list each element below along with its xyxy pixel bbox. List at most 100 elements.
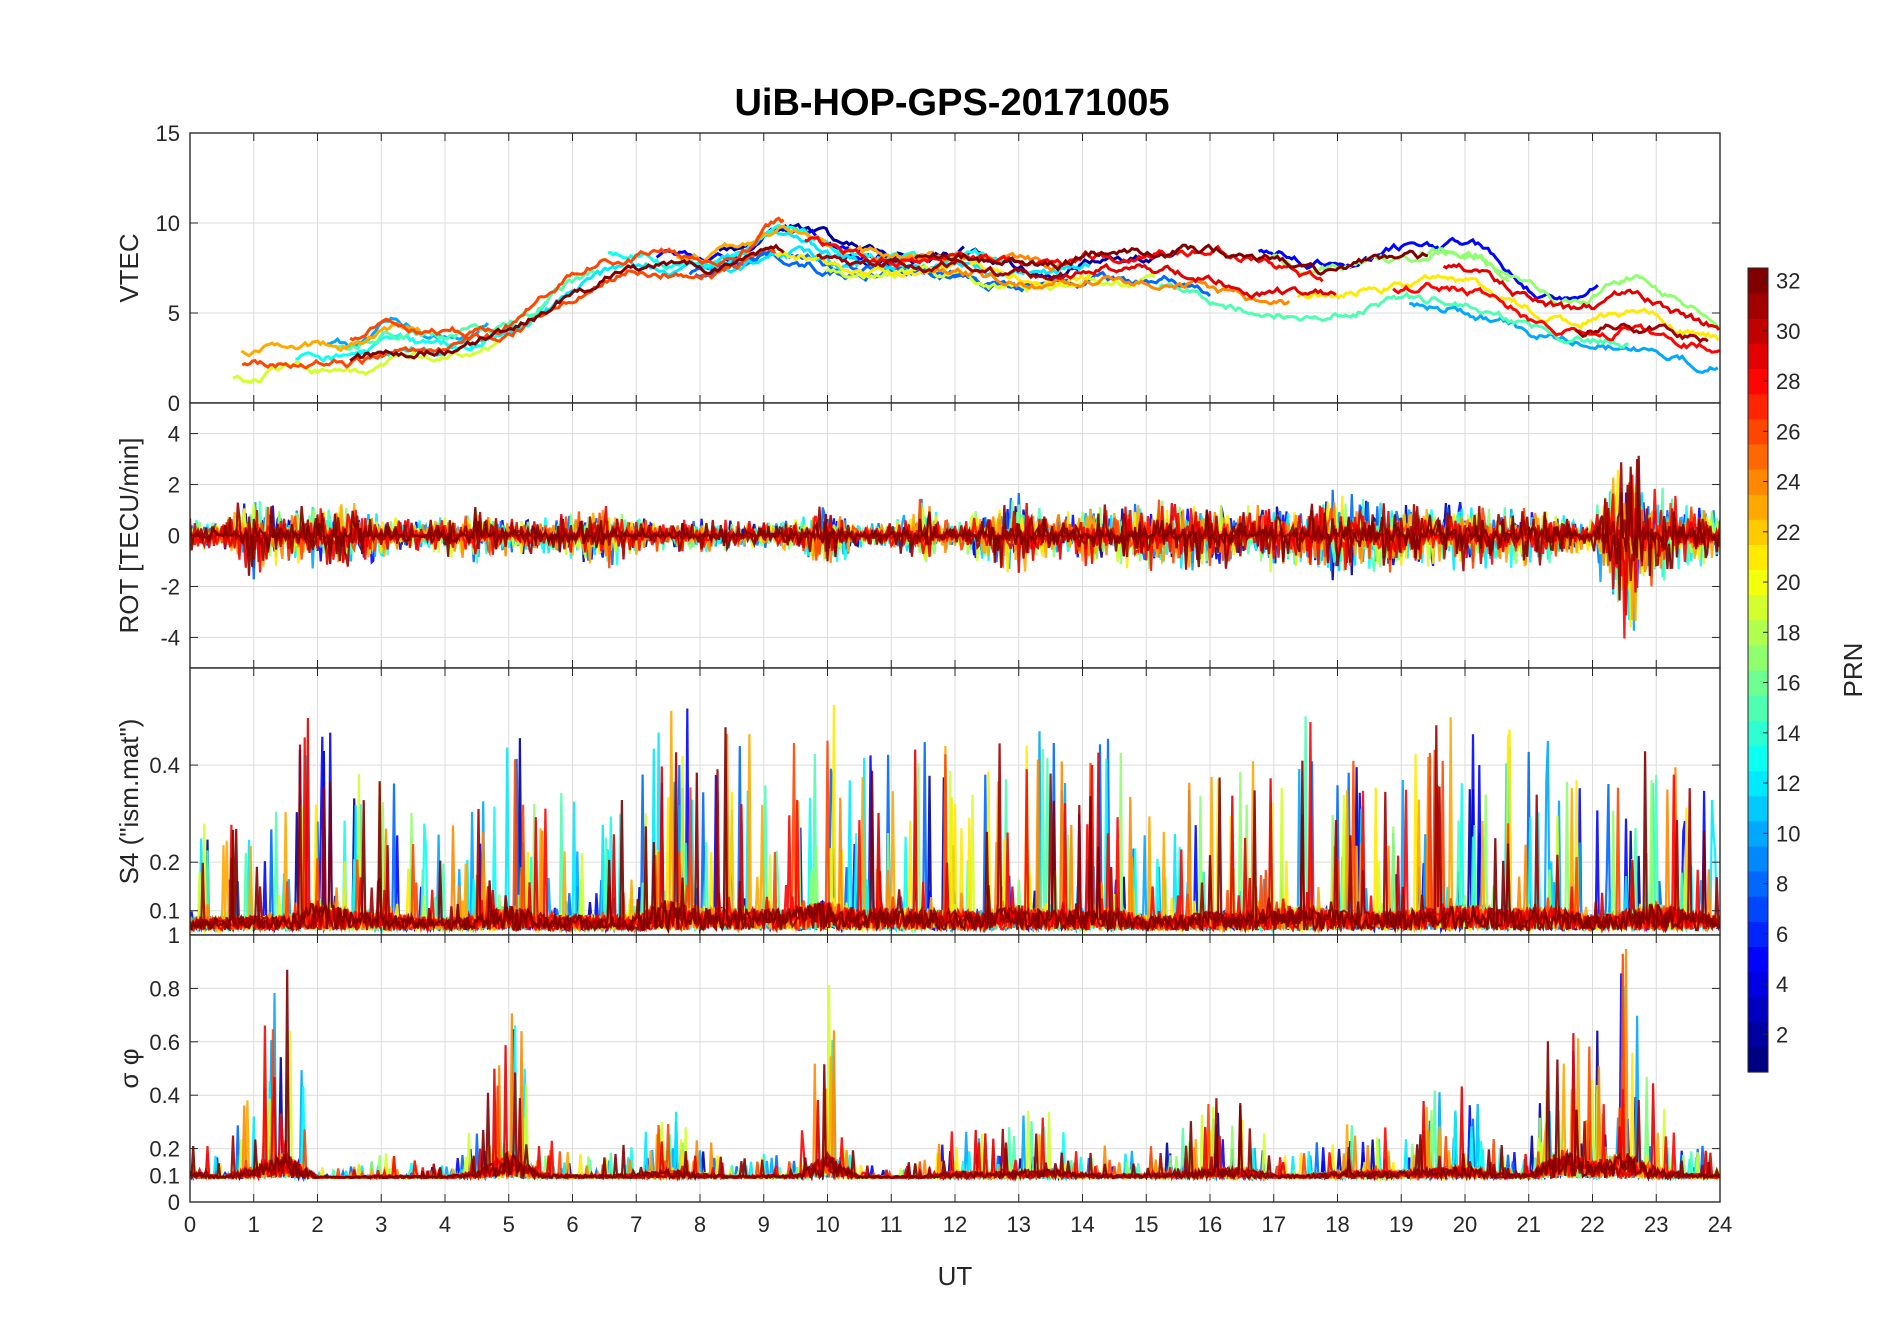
series-group: [190, 455, 1720, 639]
series-line-prn-32: [349, 243, 785, 362]
colorbar-swatch-16: [1748, 670, 1768, 696]
y-tick-label: 0.1: [149, 1163, 180, 1188]
x-tick-label: 12: [943, 1212, 967, 1237]
colorbar-tick-label: 20: [1776, 570, 1800, 595]
x-tick-label: 3: [375, 1212, 387, 1237]
series-line-prn-29: [1442, 262, 1720, 331]
colorbar-swatch-32: [1748, 268, 1768, 294]
series-line-prn-32: [190, 727, 1720, 935]
colorbar-swatch-18: [1748, 619, 1768, 646]
x-tick-label: 0: [184, 1212, 196, 1237]
y-tick-label: -2: [160, 574, 180, 599]
series-group: [190, 948, 1720, 1183]
x-tick-label: 21: [1517, 1212, 1541, 1237]
series-line-prn-19: [232, 338, 502, 385]
colorbar-swatch-15: [1748, 695, 1768, 721]
colorbar-swatch-10: [1748, 820, 1768, 847]
y-tick-label: 0.2: [149, 850, 180, 875]
colorbar-swatch-6: [1748, 921, 1768, 947]
colorbar-tick-label: 26: [1776, 419, 1800, 444]
colorbar-swatch-5: [1748, 946, 1768, 973]
colorbar-tick-label: 10: [1776, 821, 1800, 846]
series-line-prn-10: [1409, 302, 1719, 375]
series-line-prn-32: [190, 455, 1720, 601]
colorbar-swatch-3: [1748, 996, 1768, 1023]
y-tick-label: 0: [168, 391, 180, 416]
series-line-prn-32: [914, 243, 1429, 276]
y-axis-label: σ φ: [114, 1048, 144, 1088]
colorbar-tick-label: 30: [1776, 319, 1800, 344]
colorbar-tick-label: 14: [1776, 721, 1800, 746]
colorbar-swatch-25: [1748, 443, 1768, 470]
y-axis-label: S4 ("ism.mat"): [114, 719, 144, 885]
sigma-phi-panel: 00.10.2 0.4 0.6 0.8 1 σ φ: [114, 923, 1721, 1215]
y-tick-label: 10: [156, 211, 180, 236]
series-line-prn-23: [240, 321, 421, 358]
x-tick-label: 5: [503, 1212, 515, 1237]
colorbar-swatch-20: [1748, 569, 1768, 596]
colorbar-tick-label: 24: [1776, 470, 1800, 495]
colorbar-swatch-7: [1748, 896, 1768, 922]
series-line-prn-32: [190, 969, 1720, 1183]
y-tick-label: 5: [168, 301, 180, 326]
y-tick-label: 0: [168, 1190, 180, 1215]
x-tick-label: 16: [1198, 1212, 1222, 1237]
x-tick-label: 6: [566, 1212, 578, 1237]
colorbar-swatch-31: [1748, 293, 1768, 319]
x-tick-label: 23: [1644, 1212, 1668, 1237]
colorbar-swatch-29: [1748, 343, 1768, 370]
colorbar-swatch-4: [1748, 971, 1768, 998]
x-tick-label: 14: [1070, 1212, 1094, 1237]
colorbar-tick-label: 12: [1776, 771, 1800, 796]
colorbar-swatch-23: [1748, 494, 1768, 520]
series-line-prn-24: [931, 266, 1291, 306]
x-tick-label: 2: [311, 1212, 323, 1237]
y-tick-label: 0.4: [149, 753, 180, 778]
x-tick-label: 1: [248, 1212, 260, 1237]
chart-title: UiB-HOP-GPS-20171005: [734, 82, 1169, 124]
colorbar-swatch-11: [1748, 795, 1768, 822]
y-tick-label: 4: [168, 422, 180, 447]
y-tick-label: 15: [156, 121, 180, 146]
s4-panel: 0.1 0.2 0.4S4 ("ism.mat"): [114, 667, 1721, 936]
colorbar-swatch-30: [1748, 318, 1768, 344]
x-tick-label: 8: [694, 1212, 706, 1237]
x-tick-label: 7: [630, 1212, 642, 1237]
y-tick-label: 0.6: [149, 1030, 180, 1055]
series-line-prn-31: [816, 253, 1063, 282]
colorbar-tick-label: 18: [1776, 620, 1800, 645]
rot-panel: -4 -2 0 2 4 ROT [TECU/min]: [114, 402, 1721, 669]
series-line-prn-15: [1158, 281, 1629, 349]
series-line-prn-8: [688, 249, 1212, 298]
x-tick-label: 13: [1007, 1212, 1031, 1237]
colorbar-swatch-22: [1748, 519, 1768, 545]
colorbar-tick-label: 28: [1776, 369, 1800, 394]
colorbar-swatch-27: [1748, 393, 1768, 420]
x-tick-label: 9: [758, 1212, 770, 1237]
x-tick-label: 18: [1325, 1212, 1349, 1237]
x-tick-label: 22: [1580, 1212, 1604, 1237]
x-tick-label: 4: [439, 1212, 451, 1237]
x-tick-label: 24: [1708, 1212, 1732, 1237]
colorbar-swatch-8: [1748, 871, 1768, 897]
x-tick-labels: 0 1 2 3 4 5 6 7 8 9 10 11 12 13 14 15 16 17 18 19 20 21 22 23 24: [184, 1212, 1732, 1237]
colorbar-swatch-1: [1748, 1046, 1768, 1073]
y-tick-label: 0: [168, 524, 180, 549]
colorbar-swatch-21: [1748, 544, 1768, 571]
series-line-prn-31: [1574, 322, 1709, 344]
series-line-prn-21: [1296, 273, 1720, 341]
vtec-panel: 0 5 10 15 VTEC: [114, 121, 1721, 416]
series-line-prn-28: [1392, 281, 1720, 354]
y-tick-label: 2: [168, 473, 180, 498]
colorbar-swatch-17: [1748, 644, 1768, 671]
colorbar-swatch-24: [1748, 469, 1768, 495]
colorbar-tick-label: 32: [1776, 269, 1800, 294]
x-tick-label: 15: [1134, 1212, 1158, 1237]
series-line-prn-17: [1419, 246, 1720, 329]
y-tick-label: 0.1: [149, 899, 180, 924]
x-tick-label: 19: [1389, 1212, 1413, 1237]
colorbar-label: PRN: [1838, 643, 1868, 698]
y-tick-label: 0.4: [149, 1083, 180, 1108]
colorbar-swatch-26: [1748, 418, 1768, 445]
